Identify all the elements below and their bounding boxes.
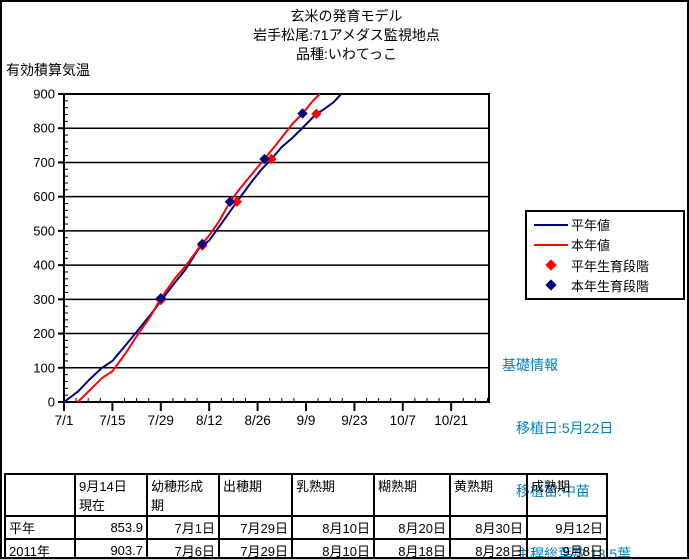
- current-year-line-sample: [534, 243, 568, 246]
- stage-marker: [266, 153, 277, 165]
- x-tick-label: 7/15: [99, 413, 125, 428]
- legend: 平年値 本年値 平年生育段階 本年生育段階: [525, 210, 685, 300]
- y-tick-label: 800: [33, 121, 55, 136]
- y-tick-label: 200: [33, 326, 55, 341]
- x-tick-label: 10/21: [434, 413, 468, 428]
- legend-label: 本年生育段階: [571, 278, 650, 294]
- legend-item-heinen-line: 平年値: [531, 215, 679, 234]
- cell-milk-stage: 8月10日: [291, 538, 375, 557]
- stage-marker: [231, 196, 243, 207]
- cell-yellow-ripe: 8月28日: [449, 538, 528, 557]
- table-header-panicle-formation: 幼穂形成 期: [146, 473, 220, 517]
- table-row-2011: 2011年 903.7 7月6日 7月29日 8月10日 8月18日 8月28日…: [4, 538, 608, 557]
- stage-marker: [197, 238, 208, 250]
- stage-marker: [259, 153, 270, 165]
- chart-svg: 0 100 200 300 400 500 600 700 800 900 7/1 7/15 7/29 8…: [33, 87, 490, 428]
- table-header-mature: 成熟期: [526, 473, 608, 517]
- row-label: 平年: [4, 515, 76, 540]
- legend-label: 平年生育段階: [571, 258, 650, 274]
- stage-marker: [297, 108, 308, 119]
- legend-label: 本年値: [571, 238, 611, 254]
- series-line-1: [77, 93, 321, 403]
- cell-milk-stage: 8月10日: [291, 515, 375, 540]
- y-tick-label: 500: [33, 223, 55, 238]
- table-header-row: 9月14日 現在 幼穂形成 期 出穂期 乳熟期 糊熟期 黄熟期 成熟期: [4, 473, 608, 517]
- table-header-current: 9月14日 現在: [74, 473, 148, 517]
- x-tick-label: 8/26: [244, 413, 270, 428]
- table-header-milk-stage: 乳熟期: [291, 473, 375, 517]
- current-year-stage-marker-sample: [545, 279, 557, 291]
- chart-title: 玄米の発育モデル 岩手松尾:71アメダス監視地点 品種:いわてっこ: [2, 7, 687, 64]
- stage-marker: [155, 293, 166, 304]
- x-tick-label: 9/9: [297, 413, 316, 428]
- line-sample-wrap: [531, 243, 571, 246]
- x-tick-label: 7/1: [55, 413, 74, 428]
- basic-info-heading: 基礎情報: [502, 357, 558, 373]
- table-header-yellow-ripe: 黄熟期: [449, 473, 528, 517]
- table-header-dough-stage: 糊熟期: [373, 473, 451, 517]
- legend-item-heinen-stage: 平年生育段階: [531, 256, 679, 275]
- cell-panicle-formation: 7月6日: [146, 538, 220, 557]
- y-tick-label: 900: [33, 87, 55, 102]
- x-tick-label: 9/23: [341, 413, 367, 428]
- line-sample-wrap: [531, 223, 571, 226]
- stage-marker: [224, 196, 236, 207]
- cell-dough-stage: 8月18日: [373, 538, 451, 557]
- y-tick-label: 0: [48, 395, 55, 410]
- legend-item-honnen-line: 本年値: [531, 235, 679, 254]
- basic-info-transplant-date: 移植日:5月22日: [502, 420, 614, 436]
- y-tick-label: 600: [33, 189, 55, 204]
- x-tick-label: 10/7: [390, 413, 416, 428]
- cell-dough-stage: 8月20日: [373, 515, 451, 540]
- plot-border: [63, 93, 490, 403]
- cell-panicle-formation: 7月1日: [146, 515, 220, 540]
- marker-sample-wrap: [531, 259, 571, 271]
- x-tick-label: 8/12: [196, 413, 222, 428]
- cell-current-value: 853.9: [74, 515, 148, 540]
- cell-current-value: 903.7: [74, 538, 148, 557]
- series-scatter-3: [155, 108, 308, 304]
- cell-heading: 7月29日: [218, 538, 293, 557]
- table-row-normal-year: 平年 853.9 7月1日 7月29日 8月10日 8月20日 8月30日 9月…: [4, 515, 608, 540]
- cell-yellow-ripe: 8月30日: [449, 515, 528, 540]
- y-axis-label: 有効積算気温: [6, 62, 90, 78]
- stage-marker: [311, 108, 322, 120]
- chart-title-line-3: 品種:いわてっこ: [295, 46, 398, 62]
- y-axis: 0 100 200 300 400 500 600 700 800 900: [33, 87, 68, 410]
- table-header-blank: [4, 473, 76, 517]
- cell-heading: 7月29日: [218, 515, 293, 540]
- y-tick-label: 300: [33, 292, 55, 307]
- legend-label: 平年値: [571, 218, 611, 234]
- table-header-heading: 出穂期: [218, 473, 293, 517]
- chart-title-line-1: 玄米の発育モデル: [290, 8, 403, 24]
- normal-year-stage-marker-sample: [545, 259, 557, 271]
- series-line-0: [63, 94, 342, 403]
- marker-sample-wrap: [531, 279, 571, 291]
- cell-mature: 9月12日: [526, 515, 608, 540]
- x-axis: 7/1 7/15 7/29 8/12 8/26 9/9 9/23 10/7 10/21: [55, 398, 488, 428]
- chart-title-line-2: 岩手松尾:71アメダス監視地点: [253, 27, 440, 43]
- growth-stage-table: 9月14日 現在 幼穂形成 期 出穂期 乳熟期 糊熟期 黄熟期 成熟期 平年 8…: [4, 473, 608, 557]
- x-tick-label: 7/29: [148, 413, 174, 428]
- gridlines: [64, 93, 489, 369]
- row-label: 2011年: [4, 538, 76, 557]
- y-tick-label: 400: [33, 258, 55, 273]
- y-tick-label: 100: [33, 360, 55, 375]
- normal-year-line-sample: [534, 223, 568, 226]
- y-tick-label: 700: [33, 155, 55, 170]
- legend-item-honnen-stage: 本年生育段階: [531, 276, 679, 295]
- cell-mature: 9月8日: [526, 538, 608, 557]
